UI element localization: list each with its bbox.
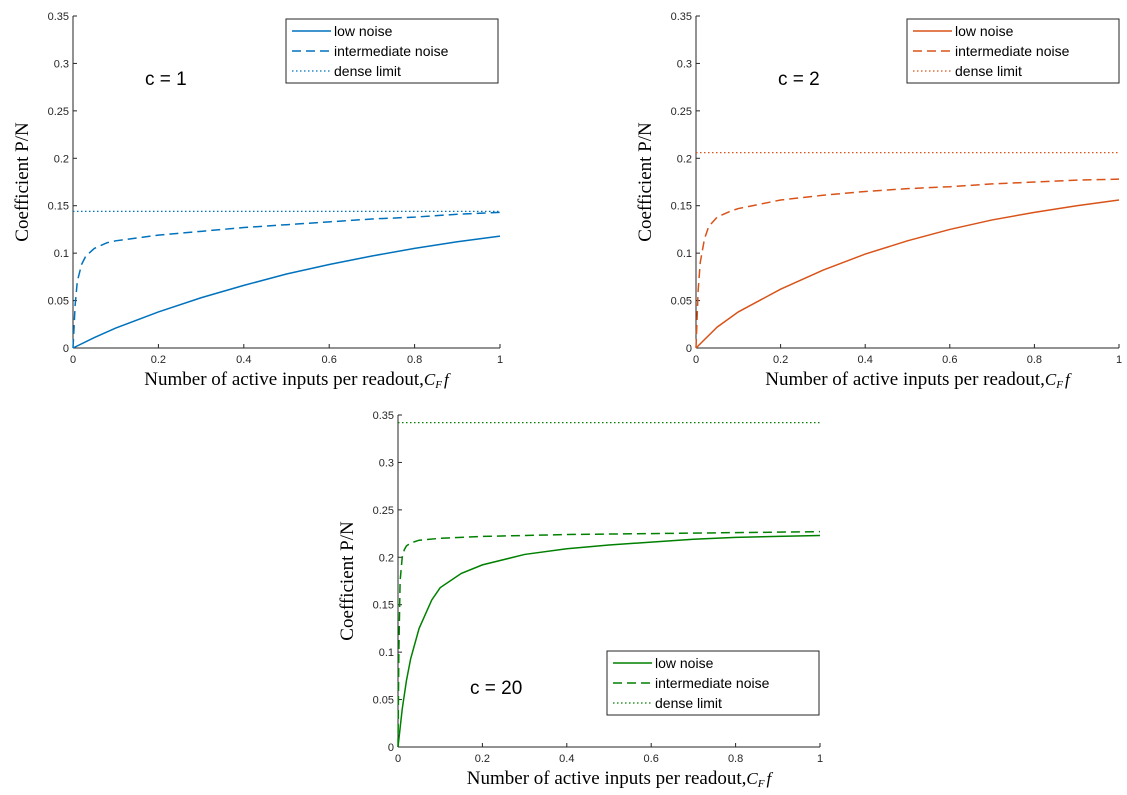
- x-axis-label-subscript: F: [434, 379, 442, 391]
- x-axis-label: Number of active inputs per readout,CF f: [467, 768, 774, 790]
- y-tick-label: 0: [388, 742, 394, 754]
- x-axis-label-tail: f: [1065, 370, 1072, 389]
- y-tick-label: 0.1: [379, 647, 394, 659]
- x-axis-label-tail: f: [766, 769, 773, 788]
- x-tick-label: 0.4: [559, 753, 574, 765]
- x-tick-label: 0.2: [773, 354, 788, 366]
- series-line-intermediate-noise: [397, 530, 821, 748]
- chart-panel-2: 0 0.05 0.1 0.15 0.2 0.25 0.3 0.35 0 0.2 0.4 0.6 0.8 1…: [635, 11, 1122, 391]
- legend-entry: low noise: [334, 23, 393, 39]
- legend-entry: dense limit: [955, 63, 1022, 79]
- y-tick-label: 0.25: [48, 106, 69, 118]
- y-tick-label: 0: [63, 343, 69, 355]
- y-tick-label: 0.25: [373, 505, 394, 517]
- y-tick-label: 0.3: [379, 457, 394, 469]
- legend: low noise intermediate noise dense limit: [906, 18, 1120, 84]
- x-tick-label: 1: [1116, 354, 1122, 366]
- x-tick-label: 0.8: [407, 354, 422, 366]
- x-axis-label-subscript: F: [757, 778, 765, 790]
- legend-entry: intermediate noise: [334, 43, 449, 59]
- x-axis-label-text: Number of active inputs per readout,: [144, 369, 424, 390]
- x-tick-label: 0: [70, 354, 76, 366]
- series-line-low-noise: [397, 534, 821, 748]
- y-tick-label: 0.05: [671, 296, 692, 308]
- legend-entry: low noise: [655, 655, 714, 671]
- x-axis-label-symbol: C: [746, 769, 758, 788]
- y-tick-label: 0.1: [54, 248, 69, 260]
- y-tick-label: 0.35: [671, 11, 692, 23]
- x-tick-label: 0.4: [858, 354, 873, 366]
- x-axis-label-tail: f: [444, 370, 451, 389]
- legend-entry: intermediate noise: [955, 43, 1070, 59]
- y-tick-label: 0.2: [677, 153, 692, 165]
- y-tick-label: 0.35: [373, 410, 394, 422]
- x-tick-label: 1: [817, 753, 823, 765]
- x-axis-label-symbol: C: [1045, 370, 1057, 389]
- x-axis-label-text: Number of active inputs per readout,: [467, 768, 747, 789]
- y-tick-label: 0.2: [54, 153, 69, 165]
- x-tick-label: 0: [693, 354, 699, 366]
- y-axis-label: Coefficient P/N: [12, 122, 33, 242]
- legend: low noise intermediate noise dense limit: [285, 18, 499, 84]
- y-tick-label: 0.1: [677, 248, 692, 260]
- y-tick-label: 0.3: [677, 58, 692, 70]
- y-tick-label: 0.05: [373, 695, 394, 707]
- legend-entry: dense limit: [334, 63, 401, 79]
- series-line-low-noise: [695, 199, 1120, 349]
- y-tick-label: 0.05: [48, 296, 69, 308]
- legend-entry: intermediate noise: [655, 675, 770, 691]
- panel-annotation: c = 20: [470, 678, 522, 699]
- x-tick-label: 0.8: [728, 753, 743, 765]
- legend-entry: low noise: [955, 23, 1014, 39]
- y-tick-label: 0: [686, 343, 692, 355]
- x-tick-label: 0.6: [322, 354, 337, 366]
- x-axis-label-symbol: C: [424, 370, 436, 389]
- x-axis-label-text: Number of active inputs per readout,: [765, 369, 1045, 390]
- x-tick-label: 1: [497, 354, 503, 366]
- legend: low noise intermediate noise dense limit: [606, 650, 820, 716]
- x-tick-label: 0.2: [151, 354, 166, 366]
- panel-annotation: c = 1: [145, 69, 187, 90]
- x-tick-label: 0: [395, 753, 401, 765]
- y-axis-label: Coefficient P/N: [635, 122, 656, 242]
- panel-annotation: c = 2: [778, 69, 820, 90]
- y-axis-label: Coefficient P/N: [337, 521, 358, 641]
- y-tick-label: 0.35: [48, 11, 69, 23]
- x-tick-label: 0.2: [475, 753, 490, 765]
- y-tick-label: 0.2: [379, 552, 394, 564]
- y-tick-label: 0.15: [671, 201, 692, 213]
- y-tick-label: 0.15: [373, 600, 394, 612]
- x-tick-label: 0.8: [1027, 354, 1042, 366]
- y-tick-label: 0.25: [671, 106, 692, 118]
- x-axis-label: Number of active inputs per readout,CF f: [765, 369, 1072, 391]
- x-tick-label: 0.4: [236, 354, 251, 366]
- x-axis-label: Number of active inputs per readout,CF f: [144, 369, 451, 391]
- y-tick-label: 0.15: [48, 201, 69, 213]
- chart-panel-3: 0 0.05 0.1 0.15 0.2 0.25 0.3 0.35 0 0.2 0.4 0.6 0.8 1…: [337, 410, 823, 790]
- series-line-low-noise: [72, 235, 501, 349]
- x-axis-label-subscript: F: [1055, 379, 1063, 391]
- x-tick-label: 0.6: [644, 753, 659, 765]
- series-line-intermediate-noise: [695, 178, 1120, 349]
- series-line-intermediate-noise: [72, 211, 501, 349]
- x-tick-label: 0.6: [942, 354, 957, 366]
- y-tick-label: 0.3: [54, 58, 69, 70]
- chart-panel-1: 0 0.05 0.1 0.15 0.2 0.25 0.3 0.35 0 0.2 0.4 0.6 0.8 1…: [12, 11, 503, 391]
- legend-entry: dense limit: [655, 695, 722, 711]
